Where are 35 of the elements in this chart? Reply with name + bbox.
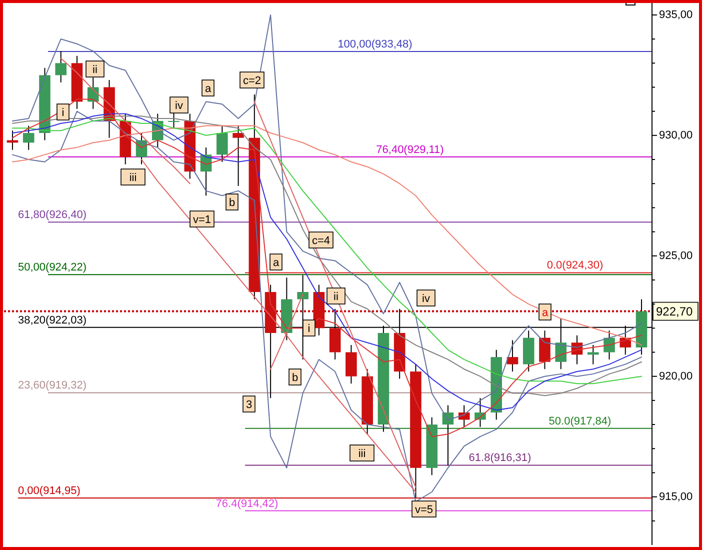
- annotation: v=1: [192, 214, 212, 226]
- annotation: i: [62, 107, 64, 119]
- annotation: a: [272, 257, 280, 269]
- annotation: b: [228, 197, 236, 209]
- annotation: b: [292, 372, 298, 384]
- annotation: ii: [92, 64, 98, 76]
- annotation: ii: [334, 291, 338, 303]
- annotation: iv: [175, 100, 184, 112]
- y-tick-label: 930,00: [659, 129, 693, 142]
- ref-line-label: 61.8(916,31): [468, 452, 532, 464]
- ref-line-label: 922,70: [656, 304, 694, 318]
- ref-line-label: 0,00(914,95): [18, 485, 80, 498]
- annotation: a: [542, 307, 549, 319]
- y-tick-label: 925,00: [659, 250, 693, 262]
- annotation: iii: [129, 172, 137, 184]
- annotation: c=2: [242, 75, 262, 87]
- ref-line-label: 23,60(919,32): [18, 380, 86, 392]
- ref-line-label: 0.0(924,30): [546, 260, 604, 272]
- ref-line-label: 76.4(914,42): [216, 498, 278, 510]
- y-tick-label: 920,00: [659, 370, 693, 382]
- annotation: iv: [422, 293, 430, 305]
- ref-line-label: 61,80(926,40): [18, 209, 86, 222]
- ref-line-label: 50,00(924,22): [18, 262, 86, 274]
- annotation: v=5: [414, 504, 434, 516]
- annotation: a: [204, 83, 212, 95]
- y-tick-label: 915,00: [659, 490, 693, 503]
- y-tick-label: 935,00: [659, 8, 693, 21]
- ref-line-label: 50.0(917,84): [548, 415, 612, 428]
- ref-line-label: 38,20(922,03): [18, 314, 86, 326]
- ref-line-label: 76,40(929,11): [376, 144, 444, 156]
- annotation: iii: [358, 448, 366, 460]
- annotation: i: [308, 323, 310, 335]
- annotation: 3: [246, 399, 252, 411]
- ref-line-label: 100,00(933,48): [338, 38, 412, 51]
- annotation: c=4: [312, 235, 330, 247]
